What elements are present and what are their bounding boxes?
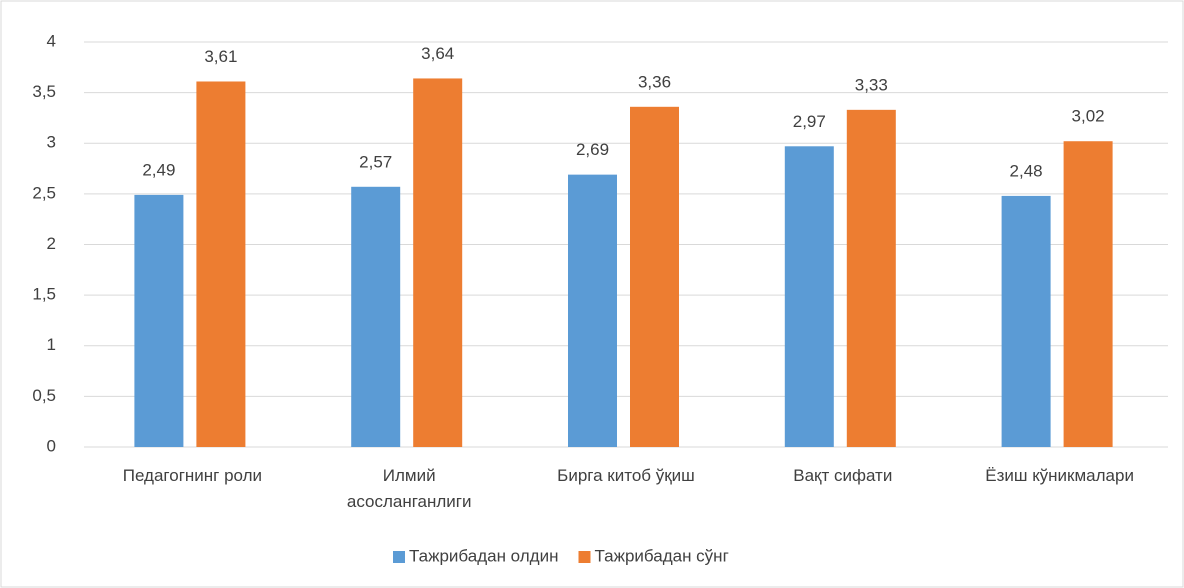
y-tick-label: 1,5 bbox=[32, 285, 56, 304]
value-label: 3,33 bbox=[855, 75, 888, 94]
bar bbox=[1001, 195, 1051, 447]
y-tick-label: 4 bbox=[47, 31, 56, 50]
value-label: 3,61 bbox=[204, 47, 237, 66]
y-tick-label: 1 bbox=[47, 335, 56, 354]
y-tick-label: 0 bbox=[47, 436, 56, 455]
x-tick-label: Илмий асосланганлиги bbox=[346, 466, 472, 511]
x-tick-label: Вақт сифати bbox=[793, 466, 893, 485]
value-label: 3,64 bbox=[421, 44, 454, 63]
bar bbox=[630, 106, 679, 448]
y-tick-label: 0,5 bbox=[32, 386, 56, 405]
value-label: 3,02 bbox=[1072, 107, 1105, 126]
bar bbox=[413, 78, 463, 447]
y-tick-label: 3,5 bbox=[32, 82, 56, 101]
bar bbox=[1063, 141, 1113, 447]
bar bbox=[196, 81, 246, 448]
value-label: 2,57 bbox=[359, 152, 392, 171]
legend-label: Тажрибадан олдин bbox=[409, 546, 559, 565]
x-tick-label: Педагогнинг роли bbox=[122, 466, 263, 485]
y-tick-label: 2,5 bbox=[32, 183, 56, 202]
bar bbox=[846, 109, 896, 448]
x-tick-label: Ёзиш кўникмалари bbox=[985, 466, 1134, 485]
bar bbox=[134, 194, 184, 447]
legend-label: Тажрибадан сўнг bbox=[595, 546, 729, 565]
value-label: 3,36 bbox=[638, 72, 671, 91]
value-label: 2,97 bbox=[793, 112, 826, 131]
value-label: 2,48 bbox=[1010, 161, 1043, 180]
value-label: 2,69 bbox=[576, 140, 609, 159]
bar bbox=[568, 174, 617, 447]
bar bbox=[351, 186, 401, 447]
bar bbox=[784, 146, 834, 447]
legend-swatch bbox=[393, 551, 405, 563]
y-tick-label: 3 bbox=[47, 133, 56, 152]
value-label: 2,49 bbox=[142, 160, 175, 179]
legend-swatch bbox=[578, 551, 591, 563]
x-tick-label: Бирга китоб ўқиш bbox=[557, 466, 695, 485]
y-tick-label: 2 bbox=[47, 234, 56, 253]
